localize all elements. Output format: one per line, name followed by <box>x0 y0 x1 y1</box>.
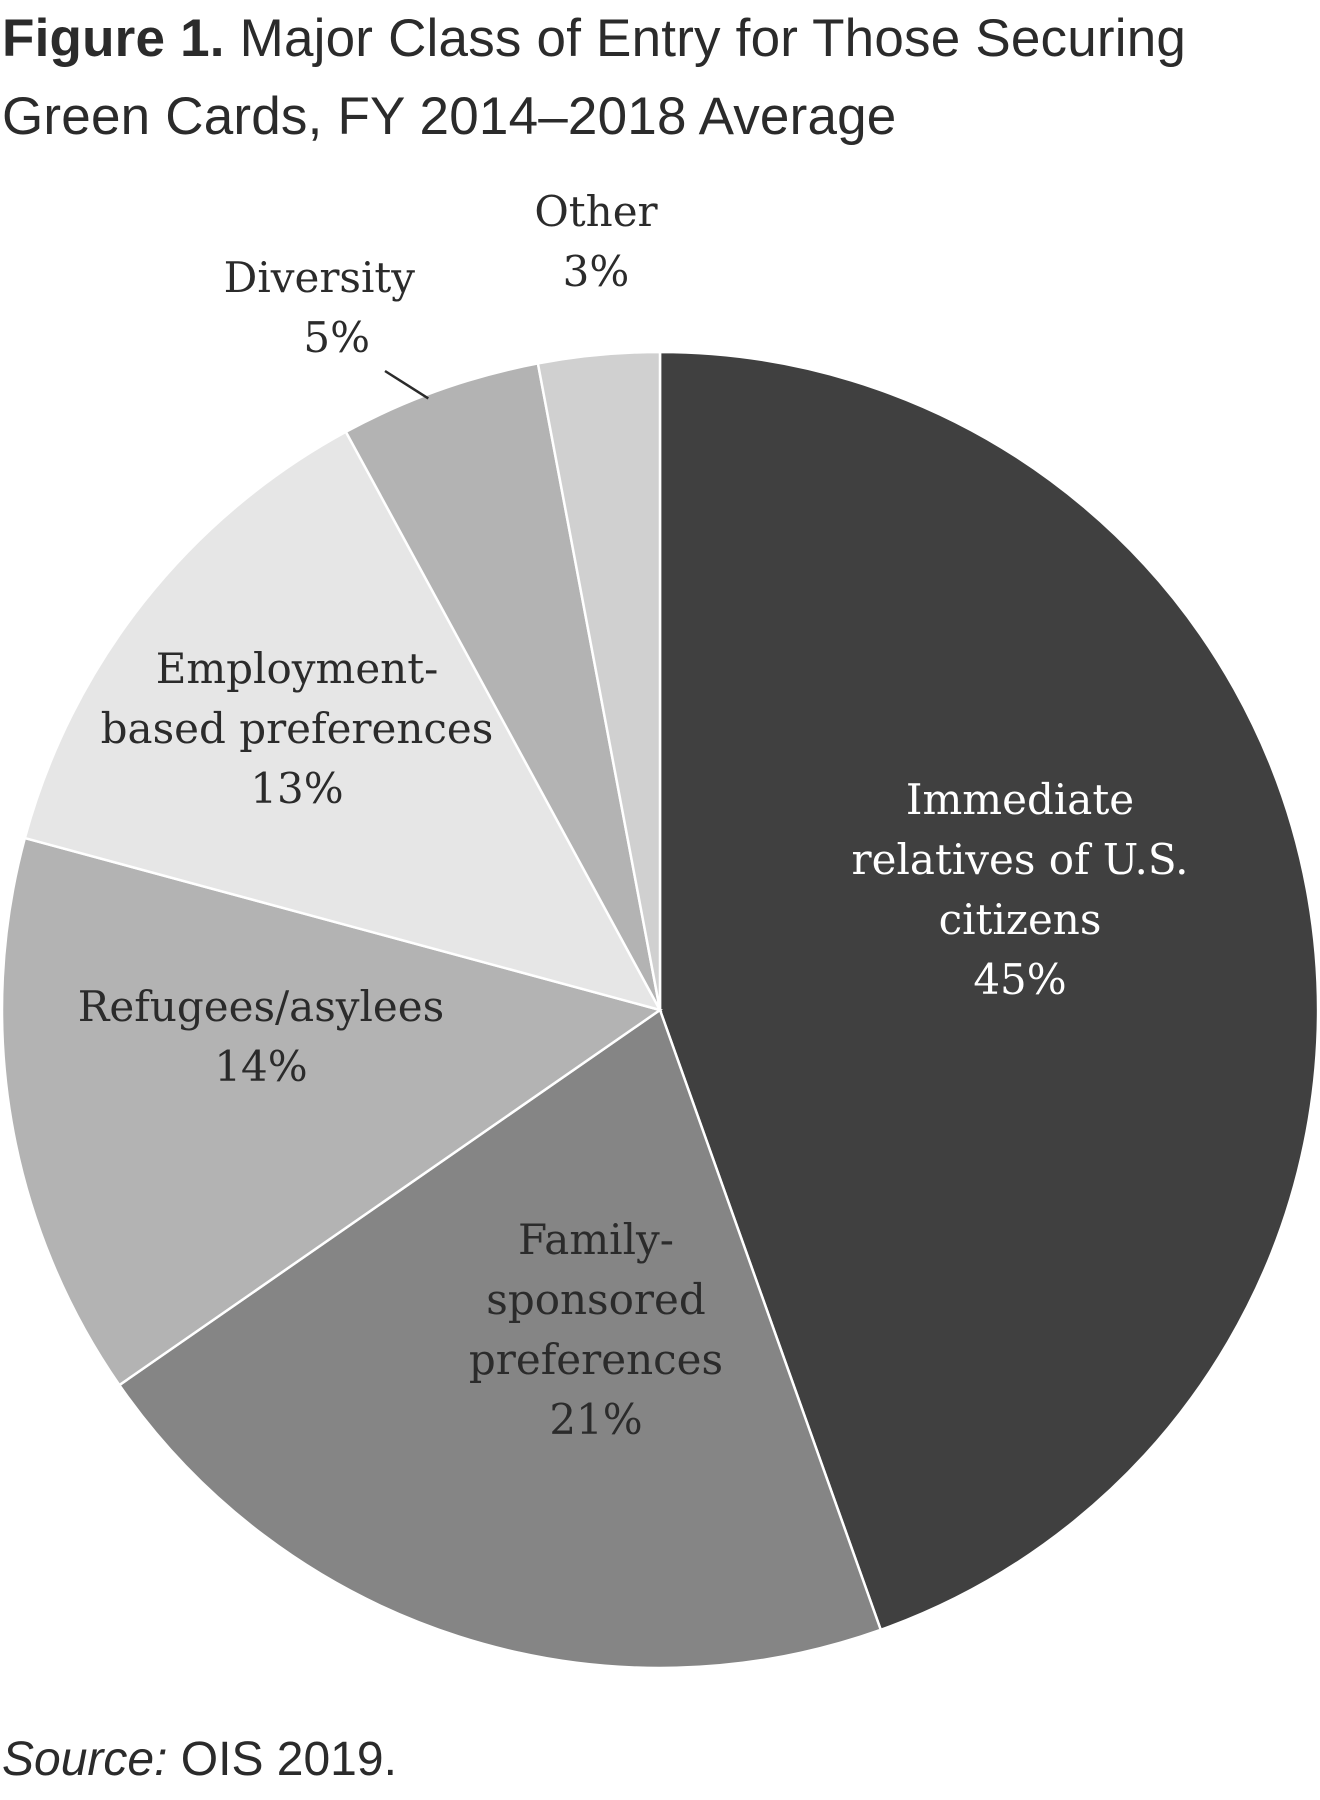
slice-label-1-line-2: preferences <box>469 1335 723 1384</box>
slice-value-label-4: 5% <box>303 313 370 362</box>
slice-label-0-line-2: citizens <box>939 895 1102 944</box>
source-note: Source: OIS 2019. <box>2 1730 397 1790</box>
source-label: Source: <box>2 1733 168 1786</box>
pie-slice-5 <box>536 350 662 1011</box>
slice-label-3-line-1: based preferences <box>101 704 494 753</box>
leader-line-4 <box>384 369 429 400</box>
source-text: OIS 2019. <box>180 1733 397 1786</box>
figure-title-line-1: Figure 1. Major Class of Entry for Those… <box>2 0 1318 78</box>
pie-slice-0 <box>658 350 1320 1632</box>
slice-label-5-line-0: Other <box>534 187 658 236</box>
figure-title-text-1: Major Class of Entry for Those Securing <box>239 9 1187 68</box>
slice-label-1-line-0: Family- <box>518 1215 674 1264</box>
pie-slice-1 <box>117 1008 883 1670</box>
slice-value-label-1: 21% <box>549 1395 642 1444</box>
slice-label-1-line-1: sponsored <box>486 1275 705 1324</box>
slice-value-label-2: 14% <box>214 1042 307 1091</box>
pie-slices <box>0 350 1320 1670</box>
figure-label: Figure 1. <box>2 9 225 68</box>
slice-label-2-line-0: Refugees/asylees <box>78 982 444 1031</box>
slice-label-4-line-0: Diversity <box>224 253 416 302</box>
slice-value-label-5: 3% <box>563 247 630 296</box>
slice-label-3-line-0: Employment- <box>156 644 439 693</box>
figure-title-line-2: Green Cards, FY 2014–2018 Average <box>2 87 897 146</box>
slice-value-label-3: 13% <box>250 764 343 813</box>
pie-slice-4 <box>344 361 662 1011</box>
slice-label-0-line-1: relatives of U.S. <box>852 835 1189 884</box>
slice-label-0-line-0: Immediate <box>906 775 1134 824</box>
figure-title: Figure 1. Major Class of Entry for Those… <box>2 0 1318 156</box>
slice-value-label-0: 45% <box>973 955 1066 1004</box>
pie-slice-2 <box>0 836 663 1387</box>
pie-labels: Immediate relatives of U.S. citizens 45% Fam… <box>78 187 1189 1444</box>
pie-slice-3 <box>23 430 663 1012</box>
